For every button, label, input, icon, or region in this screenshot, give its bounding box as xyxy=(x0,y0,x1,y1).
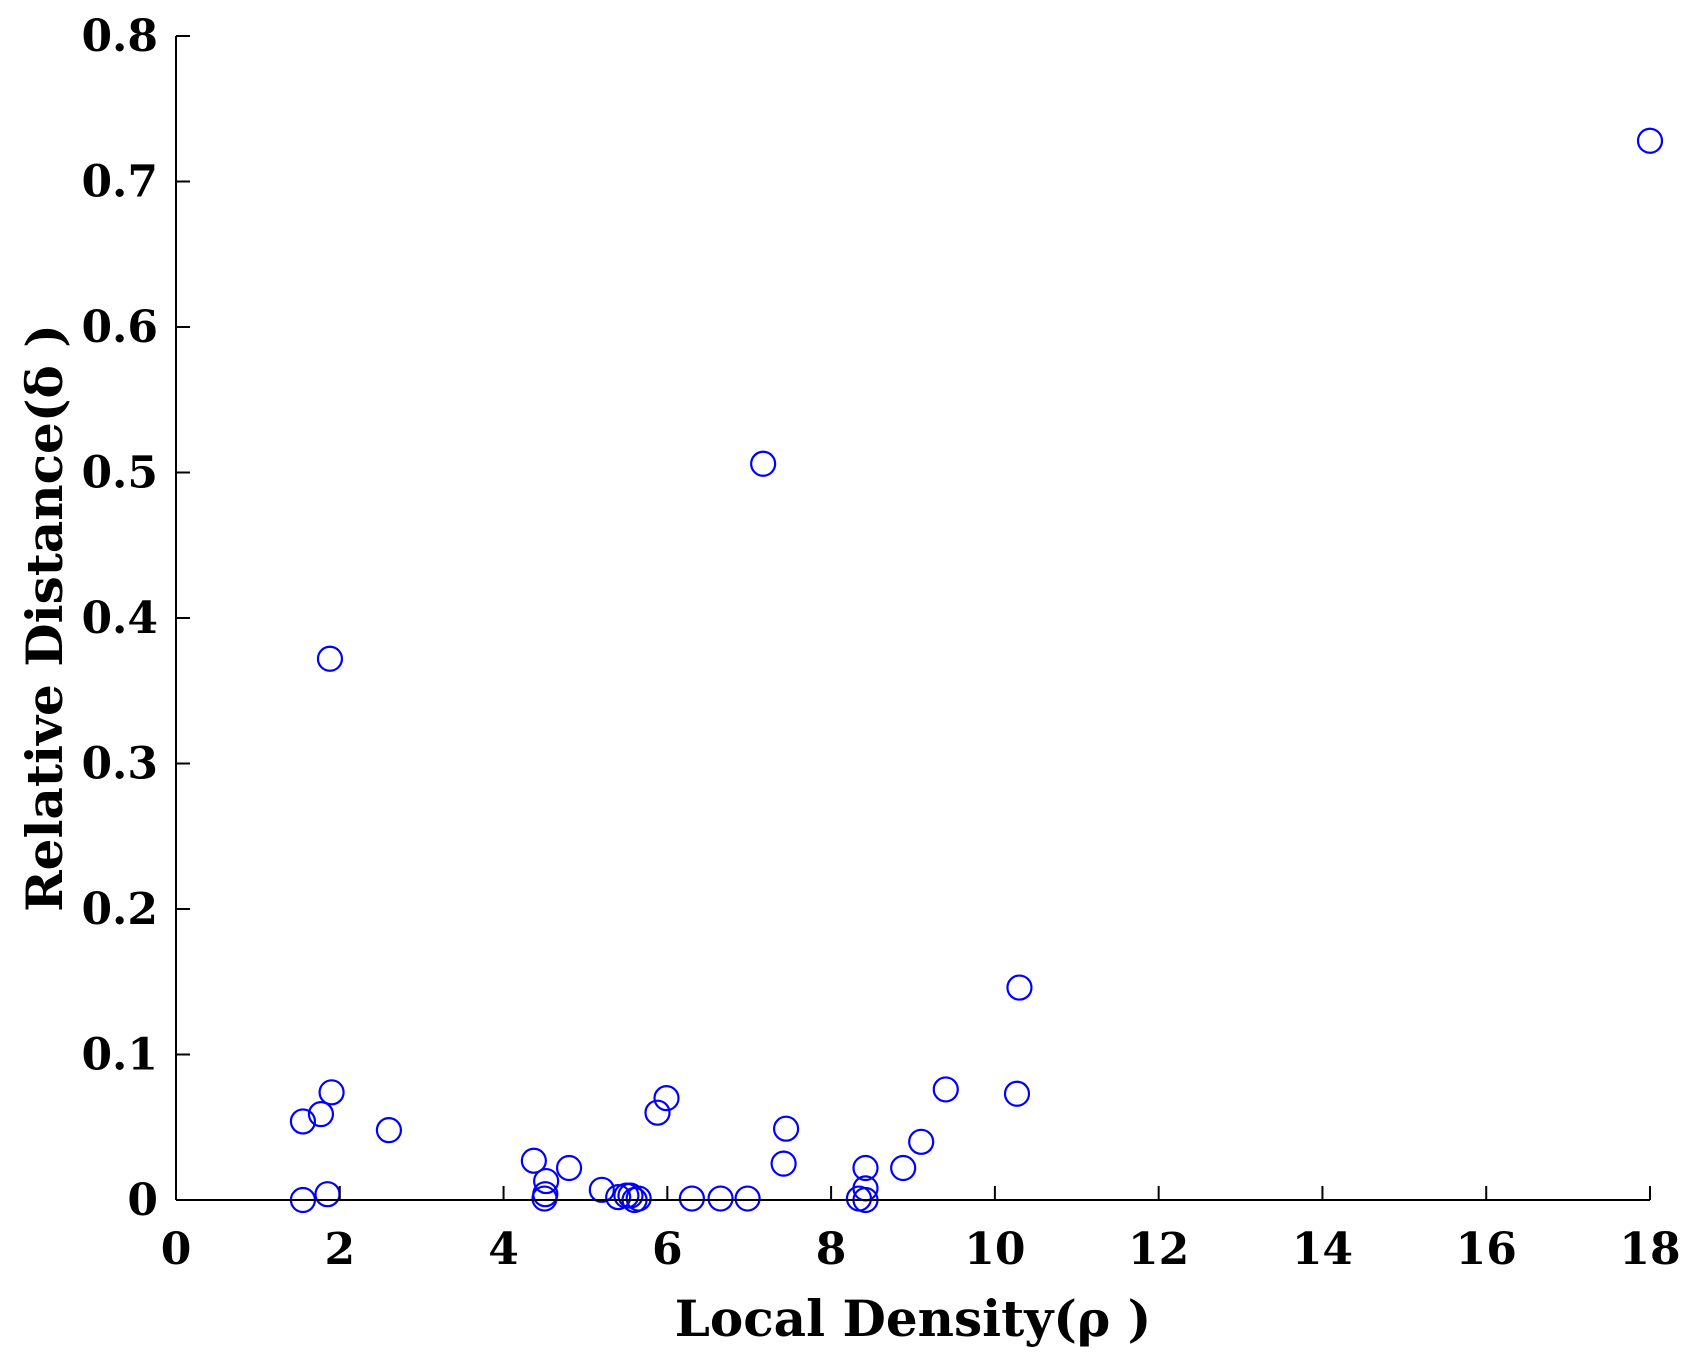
x-axis-ticks: 0 2 4 6 8 10 12 14 16 18 xyxy=(161,1186,1681,1275)
y-tick-label-0: 0 xyxy=(127,1175,158,1226)
data-point xyxy=(314,1181,341,1208)
data-point xyxy=(316,645,344,672)
x-tick-label-10: 10 xyxy=(964,1224,1025,1275)
x-tick-label-2: 2 xyxy=(324,1224,355,1275)
y-tick-label-0.8: 0.8 xyxy=(81,11,158,62)
data-point xyxy=(908,1128,935,1155)
y-tick-label-0.2: 0.2 xyxy=(81,884,158,935)
data-point xyxy=(734,1185,761,1212)
data-point xyxy=(644,1099,671,1126)
x-tick-label-14: 14 xyxy=(1292,1224,1353,1275)
x-tick-label-8: 8 xyxy=(816,1224,847,1275)
x-tick-label-0: 0 xyxy=(161,1224,192,1275)
y-tick-label-0.4: 0.4 xyxy=(81,593,158,644)
data-point xyxy=(1006,974,1033,1001)
x-tick-label-6: 6 xyxy=(652,1224,683,1275)
data-points xyxy=(289,127,1664,1214)
data-point xyxy=(932,1076,959,1103)
y-axis-ticks: 0 0.1 0.2 0.3 0.4 0.5 0.6 0.7 0.8 xyxy=(81,11,190,1226)
data-point xyxy=(318,1079,345,1106)
data-point xyxy=(289,1108,317,1135)
y-tick-label-0.3: 0.3 xyxy=(81,739,158,790)
data-point xyxy=(520,1147,547,1174)
x-axis-title: Local Density(ρ ) xyxy=(675,1289,1152,1348)
data-point xyxy=(588,1176,615,1203)
y-axis-title: Relative Distance(δ ) xyxy=(15,324,74,912)
axes xyxy=(175,36,1650,1201)
data-point xyxy=(653,1085,680,1112)
data-point xyxy=(605,1183,632,1211)
data-point xyxy=(533,1167,560,1195)
data-point xyxy=(852,1154,879,1182)
y-tick-label-0.6: 0.6 xyxy=(81,302,158,353)
data-point xyxy=(625,1185,652,1212)
data-point xyxy=(1003,1080,1031,1107)
y-tick-label-0.7: 0.7 xyxy=(81,157,158,208)
y-tick-label-0.1: 0.1 xyxy=(81,1030,158,1081)
x-tick-label-18: 18 xyxy=(1619,1224,1680,1275)
data-point xyxy=(707,1185,734,1212)
y-tick-label-0.5: 0.5 xyxy=(81,448,158,499)
data-point xyxy=(555,1154,583,1182)
data-point xyxy=(770,1150,797,1177)
data-point xyxy=(1636,127,1664,154)
x-tick-label-16: 16 xyxy=(1456,1224,1517,1275)
data-point xyxy=(890,1154,917,1182)
data-point xyxy=(531,1185,558,1212)
data-point xyxy=(750,450,777,477)
data-point xyxy=(772,1115,800,1142)
x-tick-label-12: 12 xyxy=(1128,1224,1189,1275)
x-tick-label-4: 4 xyxy=(488,1224,519,1275)
data-point xyxy=(307,1101,335,1128)
data-point xyxy=(375,1117,403,1144)
data-point xyxy=(678,1185,706,1212)
